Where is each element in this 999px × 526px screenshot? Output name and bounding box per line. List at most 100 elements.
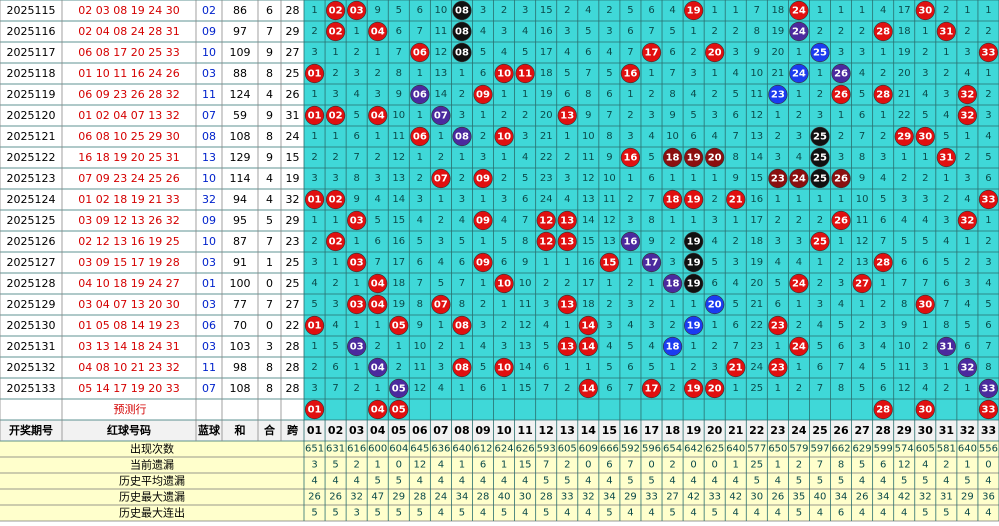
cell-he: 8 [266, 67, 273, 80]
stat-value: 1 [964, 460, 970, 471]
omission: 21 [540, 131, 553, 142]
ball-number: 10 [497, 69, 511, 80]
ball-number: 02 [329, 111, 343, 122]
omission: 4 [375, 194, 381, 205]
omission: 1 [564, 320, 570, 331]
ball-number: 30 [918, 6, 932, 17]
stat-value: 4 [501, 476, 507, 487]
omission: 2 [733, 26, 739, 37]
omission: 1 [459, 68, 465, 79]
omission: 18 [771, 5, 784, 16]
omission: 2 [733, 236, 739, 247]
cell-blue: 13 [202, 151, 216, 164]
omission: 1 [438, 320, 444, 331]
omission: 11 [392, 131, 405, 142]
ball-number: 01 [308, 321, 322, 332]
omission: 1 [690, 341, 696, 352]
omission: 4 [606, 341, 612, 352]
omission: 3 [480, 152, 486, 163]
omission: 2 [922, 47, 928, 58]
ball-number: 28 [876, 258, 890, 269]
omission: 4 [480, 341, 486, 352]
cell-kua: 31 [286, 109, 300, 122]
omission: 2 [838, 26, 844, 37]
omission: 6 [375, 236, 381, 247]
omission: 1 [690, 26, 696, 37]
stat-value: 4 [733, 476, 739, 487]
stat-value: 4 [648, 508, 654, 519]
omission: 5 [332, 341, 338, 352]
ball-number: 02 [329, 27, 343, 38]
cell-sum: 124 [230, 88, 251, 101]
omission: 5 [733, 89, 739, 100]
omission: 5 [943, 257, 949, 268]
stat-value: 34 [603, 492, 616, 503]
cell-he: 3 [266, 340, 273, 353]
ball [347, 294, 367, 315]
omission: 9 [522, 257, 528, 268]
stat-value: 40 [498, 492, 511, 503]
omission: 3 [775, 236, 781, 247]
omission: 2 [438, 152, 444, 163]
omission: 5 [522, 173, 528, 184]
omission: 2 [648, 299, 654, 310]
omission: 2 [985, 236, 991, 247]
stat-value: 662 [831, 444, 850, 455]
omission: 2 [796, 320, 802, 331]
omission: 2 [459, 89, 465, 100]
stat-value: 8 [838, 460, 844, 471]
ball [768, 357, 788, 378]
omission: 14 [435, 89, 448, 100]
omission: 9 [417, 320, 423, 331]
omission: 6 [690, 131, 696, 142]
ball-number: 03 [350, 216, 364, 227]
omission: 9 [606, 152, 612, 163]
predict-bg [0, 399, 304, 420]
ball-number: 19 [687, 384, 701, 395]
omission: 5 [922, 110, 928, 121]
omission: 5 [606, 362, 612, 373]
stat-value: 599 [874, 444, 893, 455]
stat-value: 1 [775, 460, 781, 471]
cell-period: 2025132 [7, 361, 56, 374]
omission: 8 [353, 173, 359, 184]
omission: 17 [750, 215, 763, 226]
omission: 3 [838, 47, 844, 58]
stat-value: 5 [396, 476, 402, 487]
ball-number: 01 [308, 69, 322, 80]
omission: 2 [964, 152, 970, 163]
omission: 14 [582, 215, 595, 226]
stat-value: 28 [477, 492, 490, 503]
ball [410, 126, 430, 147]
ball [978, 378, 999, 399]
cell-kua: 29 [286, 214, 300, 227]
omission: 8 [606, 131, 612, 142]
omission: 6 [711, 278, 717, 289]
omission: 1 [775, 194, 781, 205]
omission: 1 [627, 173, 633, 184]
stat-value: 1 [501, 460, 507, 471]
ball-number: 10 [497, 363, 511, 374]
ball [473, 84, 493, 105]
omission: 13 [603, 236, 616, 247]
cell-blue: 06 [202, 319, 216, 332]
ball-number: 32 [960, 216, 974, 227]
ball [852, 273, 872, 294]
omission: 2 [501, 320, 507, 331]
omission: 19 [898, 47, 911, 58]
stat-value: 0 [985, 460, 991, 471]
omission: 3 [711, 215, 717, 226]
omission: 1 [375, 47, 381, 58]
cell-period: 2025127 [7, 256, 56, 269]
cell-he: 8 [266, 130, 273, 143]
stat-value: 4 [585, 508, 591, 519]
omission: 15 [750, 173, 763, 184]
stat-value: 5 [543, 508, 549, 519]
stat-value: 4 [754, 508, 760, 519]
omission: 5 [564, 68, 570, 79]
omission: 6 [522, 194, 528, 205]
omission: 1 [606, 278, 612, 289]
omission: 1 [480, 236, 486, 247]
ball [915, 0, 935, 21]
omission: 5 [480, 47, 486, 58]
